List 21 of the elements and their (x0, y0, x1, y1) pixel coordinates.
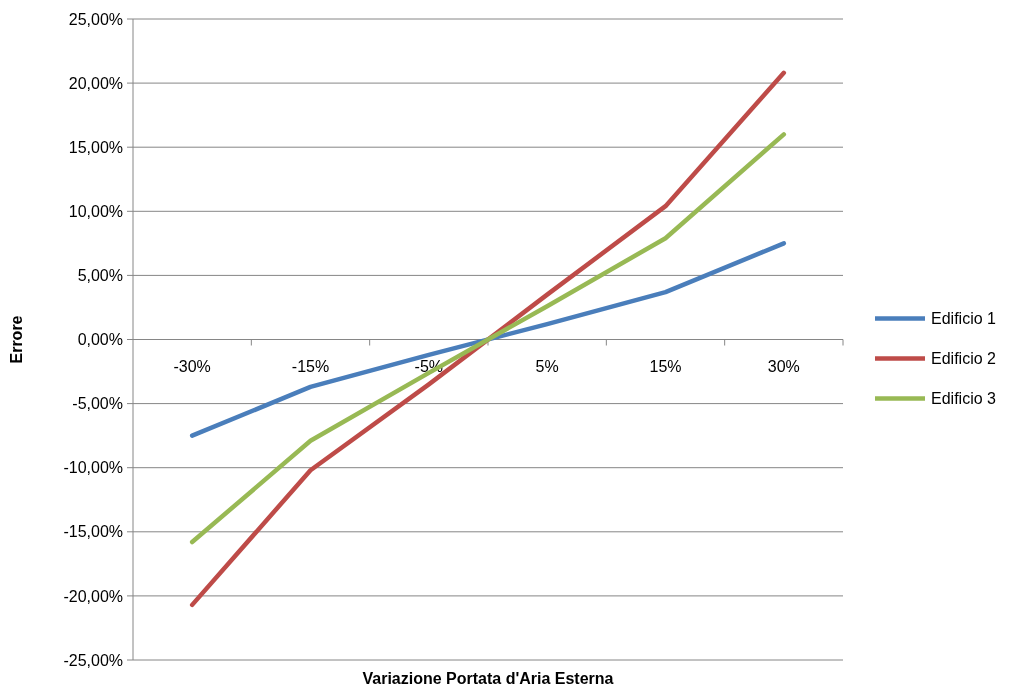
y-tick-label: -25,00% (63, 651, 123, 669)
y-axis-title: Errore (8, 315, 25, 364)
y-tick-label: 0,00% (77, 331, 123, 349)
y-tick-label: -5,00% (72, 395, 123, 413)
y-tick-label: 15,00% (68, 138, 123, 156)
x-tick-label: 30% (767, 357, 800, 375)
y-tick-label: -20,00% (63, 587, 123, 605)
x-tick-label: -15% (291, 357, 330, 375)
x-axis-title: Variazione Portata d'Aria Esterna (362, 670, 614, 687)
x-tick-label: 15% (649, 357, 682, 375)
legend-label: Edificio 2 (931, 350, 997, 368)
y-tick-label: -15,00% (63, 523, 123, 541)
y-tick-label: 5,00% (77, 267, 123, 284)
y-tick-label: 10,00% (68, 202, 123, 220)
x-tick-label: 5% (535, 357, 559, 375)
y-tick-label: 25,00% (68, 10, 123, 28)
y-tick-label: 20,00% (68, 74, 123, 92)
legend-label: Edificio 3 (931, 390, 997, 408)
x-tick-label: -30% (173, 357, 211, 375)
y-tick-label: -10,00% (63, 459, 123, 477)
legend-label: Edificio 1 (931, 310, 997, 328)
